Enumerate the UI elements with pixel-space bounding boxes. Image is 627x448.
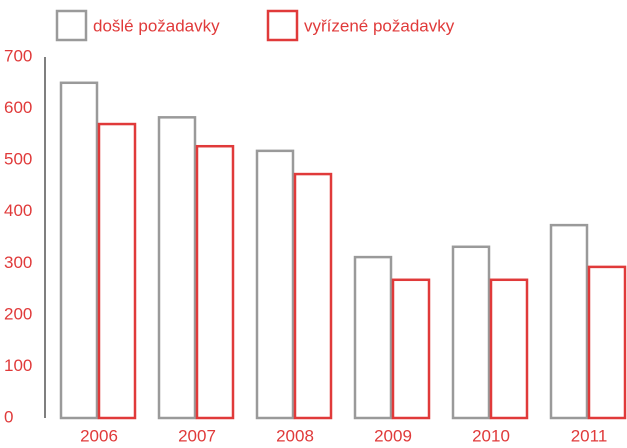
- x-tick-label: 2008: [276, 426, 314, 445]
- y-tick-label: 600: [4, 98, 32, 117]
- bar: [157, 116, 197, 420]
- x-tick-label: 2010: [472, 426, 510, 445]
- bar: [195, 144, 235, 420]
- y-tick-label: 500: [4, 150, 32, 169]
- y-tick-label: 100: [4, 356, 32, 375]
- x-tick-label: 2007: [178, 426, 216, 445]
- legend-label: došlé požadavky: [93, 16, 220, 35]
- bar: [59, 81, 99, 420]
- legend-swatch: [55, 9, 88, 42]
- y-tick-label: 300: [4, 253, 32, 272]
- bar: [489, 278, 529, 420]
- y-tick-label: 400: [4, 201, 32, 220]
- x-tick-label: 2011: [571, 426, 608, 445]
- bar: [97, 122, 137, 420]
- x-tick-label: 2006: [80, 426, 118, 445]
- bar: [353, 255, 393, 420]
- bar: [255, 149, 295, 420]
- bar: [451, 245, 491, 420]
- bar: [587, 265, 627, 420]
- x-tick-label: 2009: [374, 426, 412, 445]
- y-tick-label: 0: [4, 407, 13, 426]
- bar: [293, 172, 333, 420]
- legend-label: vyřízené požadavky: [304, 16, 455, 35]
- bar: [391, 278, 431, 420]
- bar: [549, 223, 589, 420]
- legend-swatch: [266, 9, 299, 42]
- y-tick-label: 200: [4, 304, 32, 323]
- y-tick-label: 700: [4, 46, 32, 65]
